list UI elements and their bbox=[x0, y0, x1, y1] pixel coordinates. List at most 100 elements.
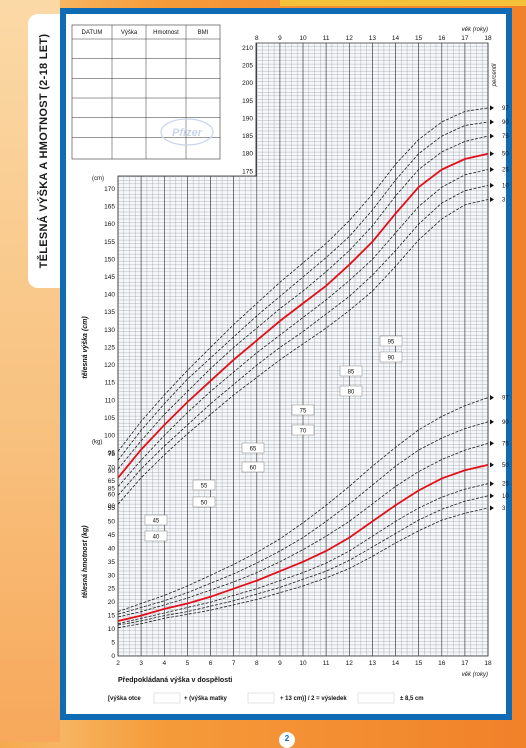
weight-tick-label: 35 bbox=[108, 559, 116, 566]
weight-tick-label: 30 bbox=[108, 572, 116, 579]
parent-box bbox=[144, 530, 168, 542]
weight-tick-label: 55 bbox=[108, 505, 116, 512]
weight-curve-p97 bbox=[117, 397, 489, 612]
weight-tick-label: 15 bbox=[108, 613, 116, 620]
height-tick-label: 115 bbox=[105, 380, 116, 387]
x-axis-label-top: věk (roky) bbox=[462, 27, 488, 33]
x-tick-label-top: 16 bbox=[438, 35, 446, 42]
parent-box-label: 75 bbox=[300, 409, 307, 415]
height-tick-label: 155 bbox=[104, 239, 115, 246]
top-strip bbox=[280, 0, 526, 6]
x-tick-label-bottom: 15 bbox=[415, 660, 423, 667]
height-curve-p90 bbox=[117, 121, 489, 461]
x-tick-label-bottom: 9 bbox=[278, 660, 282, 667]
height-tick-label: 145 bbox=[104, 274, 115, 281]
parent-box-label: 80 bbox=[348, 390, 355, 396]
weight-percentile-p25: 25 bbox=[502, 482, 509, 488]
table-header-3: Hmotnost bbox=[153, 30, 179, 36]
pfizer-logo bbox=[160, 118, 214, 146]
x-tick-label-top: 17 bbox=[461, 35, 469, 42]
height-arrow-p3 bbox=[490, 196, 494, 202]
x-tick-label-bottom: 6 bbox=[209, 660, 213, 667]
x-tick-label-bottom: 12 bbox=[346, 660, 354, 667]
height-tick-label: 85 bbox=[108, 485, 116, 492]
x-tick-label-bottom: 2 bbox=[116, 660, 120, 667]
x-tick-label-top: 8 bbox=[255, 35, 259, 42]
height-tick-label: 195 bbox=[242, 98, 253, 105]
height-tick-label: 110 bbox=[105, 397, 116, 404]
x-tick-label-top: 10 bbox=[299, 35, 307, 42]
height-tick-label: 210 bbox=[242, 45, 253, 52]
side-title: TĚLESNÁ VÝŠKA A HMOTNOST (2-18 LET) bbox=[38, 33, 50, 269]
weight-curve-p25 bbox=[117, 483, 489, 625]
percentile-label: percentil bbox=[492, 63, 498, 87]
mother-input-box bbox=[247, 692, 275, 704]
height-tick-label: 175 bbox=[242, 168, 253, 175]
growth-chart: 2 3 4 5 6 78899101011111212131314141515161617… bbox=[66, 14, 509, 714]
height-tick-label: 205 bbox=[242, 63, 253, 70]
x-tick-label-top: 18 bbox=[484, 35, 492, 42]
x-tick-label-bottom: 8 bbox=[255, 660, 259, 667]
parent-box bbox=[291, 404, 315, 416]
formula-rest: + 13 cm)] / 2 = výsledek bbox=[280, 696, 347, 702]
parent-box bbox=[144, 514, 168, 526]
formula-mother: + (výška matky bbox=[184, 696, 228, 702]
x-tick-label-bottom: 14 bbox=[392, 660, 400, 667]
x-tick-label-top: 11 bbox=[323, 35, 330, 42]
weight-tick-label: 20 bbox=[108, 599, 116, 606]
weight-arrow-p3 bbox=[490, 505, 494, 511]
parent-box bbox=[339, 365, 363, 377]
weight-arrow-p50 bbox=[490, 462, 494, 468]
table-header-1: DATUM bbox=[82, 30, 103, 36]
height-curve-p3 bbox=[117, 199, 489, 505]
x-tick-label-bottom: 16 bbox=[438, 660, 446, 667]
height-arrow-p75 bbox=[490, 133, 494, 139]
formula-father: [výška otce bbox=[108, 696, 141, 702]
height-arrow-p25 bbox=[490, 167, 494, 173]
weight-percentile-p3: 3 bbox=[502, 506, 506, 512]
height-percentile-p50: 50 bbox=[502, 152, 509, 158]
height-curve-p50 bbox=[117, 152, 489, 479]
x-tick-label-bottom: 13 bbox=[369, 660, 377, 667]
parent-box bbox=[339, 385, 363, 397]
x-tick-label-bottom: 4 bbox=[162, 660, 166, 667]
height-tick-label: 160 bbox=[104, 221, 115, 228]
height-percentile-p25: 25 bbox=[502, 168, 509, 174]
height-tick-label: 100 bbox=[104, 433, 115, 440]
parent-box-label: 50 bbox=[201, 501, 208, 507]
x-tick-label-top: 12 bbox=[346, 35, 354, 42]
height-curve-p25 bbox=[117, 169, 489, 487]
parent-box bbox=[241, 461, 265, 473]
parent-box bbox=[241, 442, 265, 454]
parent-box bbox=[379, 351, 403, 363]
weight-tick-label: 70 bbox=[108, 465, 116, 472]
father-input-box bbox=[153, 692, 181, 704]
height-arrow-p90 bbox=[490, 119, 494, 125]
weight-arrow-p97 bbox=[490, 395, 494, 401]
height-tick-label: 170 bbox=[104, 186, 115, 193]
parent-box bbox=[379, 335, 403, 347]
height-tick-label: 140 bbox=[104, 292, 115, 299]
height-tick-label: 90 bbox=[108, 468, 116, 475]
weight-arrow-p90 bbox=[490, 419, 494, 425]
weight-percentile-p50: 50 bbox=[502, 463, 509, 469]
weight-tick-label: 60 bbox=[108, 492, 116, 499]
weight-tick-label: 5 bbox=[111, 640, 115, 647]
height-tick-label: 150 bbox=[104, 256, 115, 263]
weight-unit: (kg) bbox=[92, 439, 102, 445]
parent-box bbox=[192, 496, 216, 508]
height-axis-label: tělesná výška (cm) bbox=[82, 316, 89, 379]
weight-curve-p10 bbox=[117, 495, 489, 626]
weight-tick-label: 45 bbox=[108, 532, 116, 539]
height-arrow-p50 bbox=[490, 151, 494, 157]
side-tab bbox=[28, 14, 60, 288]
height-tick-label: 180 bbox=[242, 151, 253, 158]
weight-arrow-p10 bbox=[490, 493, 494, 499]
height-tick-label: 185 bbox=[242, 133, 253, 140]
parent-box-label: 95 bbox=[388, 340, 395, 346]
parent-box-label: 55 bbox=[201, 484, 208, 490]
x-axis-label-bottom: věk (roky) bbox=[462, 672, 488, 678]
height-unit: (cm) bbox=[92, 176, 104, 182]
weight-tick-label: 75 bbox=[108, 451, 116, 458]
weight-percentile-p97: 97 bbox=[502, 396, 509, 402]
